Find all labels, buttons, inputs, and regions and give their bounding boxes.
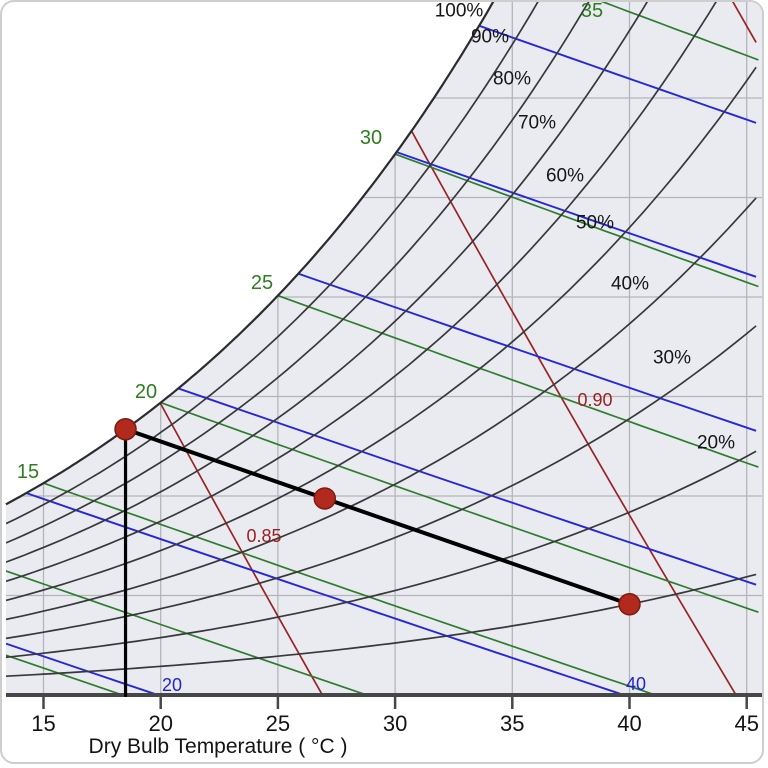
x-tick-label: 25 (266, 711, 290, 736)
state-1[interactable] (114, 418, 137, 441)
rh-label: 40% (611, 274, 649, 295)
enthalpy-label: 20 (162, 675, 182, 695)
rh-curve (6, 2, 757, 525)
x-tick-label: 35 (500, 711, 524, 736)
wet-bulb-line (394, 153, 759, 288)
wet-bulb-label: 35 (581, 0, 603, 22)
rh-curve (6, 2, 757, 544)
wet-bulb-line (277, 294, 759, 468)
specific-volume-label: 0.90 (577, 390, 612, 410)
rh-label: 30% (653, 348, 691, 369)
wet-bulb-line (512, 2, 759, 61)
x-tick-label: 15 (31, 711, 55, 736)
enthalpy-line (6, 2, 757, 124)
rh-curve (6, 450, 757, 659)
wet-bulb-label: 15 (17, 461, 39, 483)
rh-label: 20% (697, 433, 735, 454)
rh-curve (6, 325, 757, 640)
plot-background (6, 2, 762, 695)
specific-volume-label: 0.85 (246, 526, 281, 546)
state-2[interactable] (313, 487, 337, 510)
wet-bulb-line (160, 401, 759, 614)
rh-curve (6, 2, 757, 583)
wet-bulb-label: 25 (251, 272, 273, 294)
wet-bulb-line (43, 482, 759, 695)
rh-curve (6, 66, 757, 602)
x-tick-label: 20 (148, 711, 172, 736)
x-tick-label: 30 (383, 711, 407, 736)
process-line (124, 427, 631, 607)
rh-label: 70% (518, 113, 556, 134)
rh-label: 90% (471, 27, 509, 48)
enthalpy-line (6, 485, 757, 695)
rh-label: 100% (435, 1, 484, 22)
rh-curve (6, 2, 757, 563)
wet-bulb-label: 30 (360, 127, 382, 149)
rh-curve (6, 197, 757, 621)
state-3[interactable] (618, 593, 641, 616)
enthalpy-label: 40 (626, 674, 646, 694)
rh-label: 60% (546, 166, 584, 187)
x-tick-label: 40 (617, 711, 641, 736)
enthalpy-line (6, 642, 757, 695)
x-tick-label: 45 (734, 711, 758, 736)
x-axis-title: Dry Bulb Temperature ( °C ) (89, 735, 348, 758)
rh-label: 80% (493, 69, 531, 90)
saturation-curve (5, 2, 495, 506)
rh-label: 50% (576, 213, 614, 234)
wet-bulb-label: 20 (135, 381, 157, 403)
wet-bulb-line (6, 542, 759, 695)
